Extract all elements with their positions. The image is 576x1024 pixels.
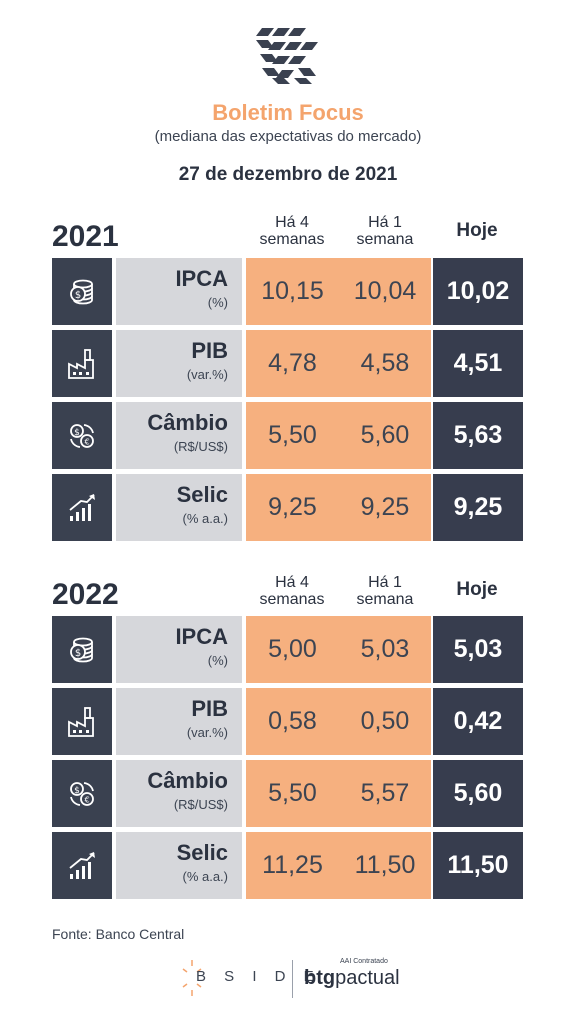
source-note: Fonte: Banco Central (52, 926, 185, 942)
col-header-4-weeks: Há 4 semanas (246, 574, 338, 608)
indicator-unit: (% a.a.) (182, 869, 228, 884)
page-subtitle: (mediana das expectativas do mercado) (154, 128, 422, 145)
indicator-name: Selic (176, 840, 228, 865)
indicator-unit: (%) (207, 653, 228, 668)
btg-logo-rest: pactual (335, 967, 400, 989)
year-2021-heading: 2021 (52, 220, 119, 253)
col-header-1-week-line2: semana (356, 591, 414, 608)
value-4-weeks: 11,25 (246, 832, 339, 899)
coins-icon (52, 616, 112, 683)
exchange-icon (52, 760, 112, 827)
table-row-2022-selic: Selic (% a.a.) 11,25 11,50 11,50 (52, 832, 523, 899)
table-row-2021-pib: PIB (var.%) 4,78 4,58 4,51 (52, 330, 523, 397)
table-row-2022-ipca: IPCA (%) 5,00 5,03 5,03 (52, 616, 523, 683)
value-hoje: 0,42 (433, 688, 523, 755)
value-hoje: 4,51 (433, 330, 523, 397)
factory-icon (52, 688, 112, 755)
col-header-1-week-line1: Há 1 (368, 574, 402, 591)
value-4-weeks: 10,15 (246, 258, 339, 325)
value-hoje: 9,25 (433, 474, 523, 541)
indicator-label: Selic (% a.a.) (116, 474, 242, 541)
indicator-unit: (R$/US$) (173, 439, 228, 454)
col-header-4-weeks: Há 4 semanas (246, 214, 338, 248)
col-header-4-weeks-line2: semanas (259, 591, 325, 608)
value-4-weeks: 5,50 (246, 402, 339, 469)
indicator-name: Selic (176, 482, 228, 507)
indicator-label: PIB (var.%) (116, 688, 242, 755)
report-date: 27 de dezembro de 2021 (178, 164, 398, 185)
value-1-week: 11,50 (339, 832, 431, 899)
col-header-4-weeks-line2: semanas (259, 231, 325, 248)
value-hoje: 5,60 (433, 760, 523, 827)
growth-chart-icon (52, 474, 112, 541)
indicator-name: Câmbio (147, 410, 228, 435)
value-hoje: 10,02 (433, 258, 523, 325)
col-header-1-week-line2: semana (356, 231, 414, 248)
indicator-label: IPCA (%) (116, 258, 242, 325)
indicator-name: IPCA (175, 266, 228, 291)
bside-sun-icon (182, 960, 202, 996)
indicator-label: PIB (var.%) (116, 330, 242, 397)
table-row-2021-ipca: IPCA (%) 10,15 10,04 10,02 (52, 258, 523, 325)
col-header-hoje: Hoje (456, 220, 498, 241)
indicator-name: IPCA (175, 624, 228, 649)
indicator-unit: (var.%) (186, 367, 228, 382)
table-row-2022-cambio: Câmbio (R$/US$) 5,50 5,57 5,60 (52, 760, 523, 827)
value-1-week: 10,04 (339, 258, 431, 325)
value-4-weeks: 5,00 (246, 616, 339, 683)
table-row-2021-cambio: Câmbio (R$/US$) 5,50 5,60 5,63 (52, 402, 523, 469)
btg-logo-bold: btg (304, 967, 336, 989)
value-4-weeks: 5,50 (246, 760, 339, 827)
focus-logo-icon (256, 28, 318, 84)
aai-label: AAI Contratado (340, 958, 388, 965)
indicator-name: PIB (191, 338, 228, 363)
table-row-2022-pib: PIB (var.%) 0,58 0,50 0,42 (52, 688, 523, 755)
col-header-4-weeks-line1: Há 4 (275, 574, 309, 591)
value-4-weeks: 4,78 (246, 330, 339, 397)
coins-icon (52, 258, 112, 325)
btg-pactual-logo: btgpactual (304, 967, 400, 990)
factory-icon (52, 330, 112, 397)
growth-chart-icon (52, 832, 112, 899)
value-1-week: 5,57 (339, 760, 431, 827)
value-1-week: 0,50 (339, 688, 431, 755)
value-1-week: 9,25 (339, 474, 431, 541)
value-1-week: 5,60 (339, 402, 431, 469)
indicator-name: Câmbio (147, 768, 228, 793)
indicator-label: Selic (% a.a.) (116, 832, 242, 899)
value-1-week: 5,03 (339, 616, 431, 683)
col-header-4-weeks-line1: Há 4 (275, 214, 309, 231)
indicator-label: Câmbio (R$/US$) (116, 402, 242, 469)
value-1-week: 4,58 (339, 330, 431, 397)
table-row-2021-selic: Selic (% a.a.) 9,25 9,25 9,25 (52, 474, 523, 541)
footer-divider (292, 960, 293, 998)
page-title: Boletim Focus (212, 100, 364, 125)
indicator-unit: (%) (207, 295, 228, 310)
col-header-1-week-line1: Há 1 (368, 214, 402, 231)
exchange-icon (52, 402, 112, 469)
indicator-label: Câmbio (R$/US$) (116, 760, 242, 827)
indicator-name: PIB (191, 696, 228, 721)
col-header-1-week: Há 1 semana (339, 214, 431, 248)
value-hoje: 11,50 (433, 832, 523, 899)
bside-logo: B S I D E (196, 968, 321, 985)
value-4-weeks: 0,58 (246, 688, 339, 755)
col-header-hoje: Hoje (456, 579, 498, 600)
year-2022-heading: 2022 (52, 578, 119, 611)
value-hoje: 5,63 (433, 402, 523, 469)
indicator-unit: (var.%) (186, 725, 228, 740)
col-header-1-week: Há 1 semana (339, 574, 431, 608)
indicator-unit: (R$/US$) (173, 797, 228, 812)
indicator-unit: (% a.a.) (182, 511, 228, 526)
value-4-weeks: 9,25 (246, 474, 339, 541)
value-hoje: 5,03 (433, 616, 523, 683)
indicator-label: IPCA (%) (116, 616, 242, 683)
